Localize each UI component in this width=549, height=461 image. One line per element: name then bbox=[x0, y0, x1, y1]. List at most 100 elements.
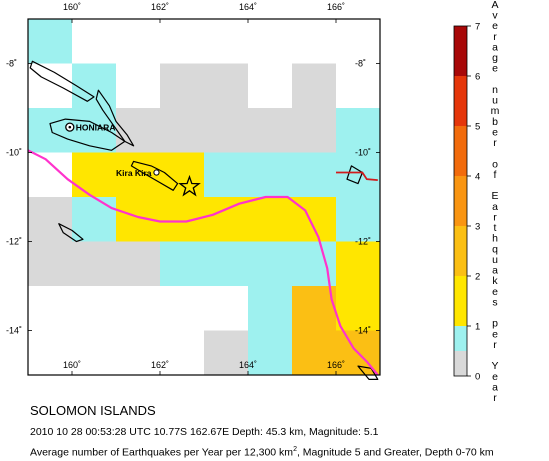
legend-title-letter: g bbox=[492, 52, 498, 64]
grid-cell bbox=[204, 330, 248, 375]
legend-title-letter: Y bbox=[491, 360, 498, 372]
event-summary: 2010 10 28 00:53:28 UTC 10.77S 162.67E D… bbox=[30, 426, 379, 438]
legend-title-letter: h bbox=[492, 233, 498, 245]
lon-label-bottom: 160˚ bbox=[63, 360, 81, 370]
legend-title-letter: t bbox=[494, 222, 497, 234]
lon-label-top: 166˚ bbox=[327, 2, 345, 12]
trench-line bbox=[27, 149, 379, 376]
legend-title-letter: b bbox=[492, 116, 498, 128]
island-coastline bbox=[95, 89, 135, 147]
region-title: SOLOMON ISLANDS bbox=[30, 403, 156, 418]
island-coastline bbox=[29, 60, 95, 102]
lat-label-left: -10˚ bbox=[6, 148, 22, 158]
grid-cell bbox=[336, 108, 380, 153]
place-markers: HONIARA Kira Kira bbox=[65, 122, 201, 197]
legend-title-letter: E bbox=[491, 190, 498, 202]
legend-title-letter: e bbox=[492, 286, 498, 298]
legend-color-band bbox=[454, 226, 467, 276]
plate-boundary-line bbox=[336, 171, 378, 181]
legend-title-letter: v bbox=[492, 10, 498, 22]
legend-title-letter: q bbox=[492, 243, 498, 255]
grid-cell bbox=[292, 108, 336, 153]
plate-boundaries bbox=[27, 149, 379, 376]
legend-tick-label: 4 bbox=[475, 172, 480, 183]
legend-title-letter: a bbox=[492, 381, 498, 393]
lon-label-bottom: 164˚ bbox=[239, 360, 257, 370]
legend-title-letter: m bbox=[491, 105, 500, 117]
lat-label-right: -10˚ bbox=[355, 148, 371, 158]
legend-title-letter: a bbox=[492, 201, 498, 213]
legend-title-letter: n bbox=[492, 84, 498, 96]
rate-caption-superscript: 2 bbox=[293, 446, 297, 453]
map-graticule: 160˚ 160˚ 162˚ 162˚ 164˚ 164˚ 166˚ 166˚ -8˚ -8˚ -1… bbox=[6, 2, 380, 375]
place-label-kira-kira: Kira Kira bbox=[116, 168, 152, 178]
rate-caption: Average number of Earthquakes per Year p… bbox=[30, 446, 494, 459]
legend-title-letter: e bbox=[492, 371, 498, 383]
grid-cell bbox=[72, 152, 116, 197]
lat-label-right: -12˚ bbox=[355, 237, 371, 247]
lon-label-top: 162˚ bbox=[151, 2, 169, 12]
color-legend: 01234567AveragenumberofEarthquakesperYea… bbox=[453, 0, 500, 404]
grid-cell bbox=[204, 108, 248, 153]
legend-title-letter: r bbox=[493, 31, 497, 43]
legend-color-band bbox=[454, 76, 467, 126]
lat-label-right: -8˚ bbox=[355, 59, 366, 69]
grid-cell bbox=[292, 197, 336, 242]
map-border bbox=[27, 18, 381, 376]
grid-cell bbox=[336, 152, 380, 197]
lon-label-bottom: 166˚ bbox=[327, 360, 345, 370]
legend-color-band bbox=[454, 351, 467, 376]
grid-cell bbox=[72, 241, 116, 286]
rate-caption-suffix: , Magnitude 5 and Greater, Depth 0-70 km bbox=[296, 446, 494, 459]
legend-title-letter: s bbox=[492, 296, 497, 308]
legend-color-band bbox=[454, 276, 467, 326]
grid-cell bbox=[248, 286, 292, 331]
map-frame bbox=[27, 18, 381, 376]
lat-label-left: -12˚ bbox=[6, 237, 22, 247]
legend-title-letter: e bbox=[492, 63, 498, 75]
grid-cell bbox=[292, 286, 336, 331]
grid-cell bbox=[28, 197, 72, 242]
grid-cell bbox=[28, 19, 72, 64]
legend-title-letter: e bbox=[492, 126, 498, 138]
legend-color-band bbox=[454, 326, 467, 351]
grid-cell bbox=[72, 108, 116, 153]
legend-title-letter: u bbox=[492, 95, 498, 107]
legend-title-letter: a bbox=[492, 265, 498, 277]
legend-tick-label: 5 bbox=[475, 122, 480, 133]
grid-cell bbox=[160, 108, 204, 153]
island-coastline bbox=[346, 165, 363, 185]
lon-label-top: 160˚ bbox=[63, 2, 81, 12]
lat-label-left: -8˚ bbox=[6, 59, 17, 69]
legend-title-letter: u bbox=[492, 254, 498, 266]
grid-cell bbox=[160, 63, 204, 108]
grid-cell bbox=[28, 108, 72, 153]
legend-title-letter: p bbox=[492, 318, 498, 330]
grid-cell bbox=[292, 330, 336, 375]
lon-label-bottom: 162˚ bbox=[151, 360, 169, 370]
lon-label-top: 164˚ bbox=[239, 2, 257, 12]
legend-tick-label: 3 bbox=[475, 222, 480, 233]
grid-cell bbox=[248, 152, 292, 197]
legend-frame bbox=[453, 25, 468, 377]
place-label-honiara: HONIARA bbox=[76, 123, 116, 133]
grid-cell bbox=[116, 241, 160, 286]
grid-cell bbox=[72, 197, 116, 242]
legend-tick-label: 2 bbox=[475, 272, 480, 283]
legend-title-letter: r bbox=[493, 137, 497, 149]
legend-title-letter: A bbox=[491, 0, 498, 11]
legend-title-letter: e bbox=[492, 20, 498, 32]
legend-title-letter: r bbox=[493, 211, 497, 223]
legend-color-band bbox=[454, 126, 467, 176]
epicenter-star-icon bbox=[178, 174, 201, 197]
capital-marker-dot bbox=[68, 125, 72, 129]
grid-cell bbox=[336, 241, 380, 286]
lat-label-left: -14˚ bbox=[6, 326, 22, 336]
grid-cell bbox=[116, 152, 160, 197]
legend-color-band bbox=[454, 26, 467, 76]
legend-title-letter: f bbox=[494, 169, 497, 181]
grid-cell bbox=[292, 152, 336, 197]
grid-cell bbox=[336, 197, 380, 242]
grid-cell bbox=[204, 152, 248, 197]
